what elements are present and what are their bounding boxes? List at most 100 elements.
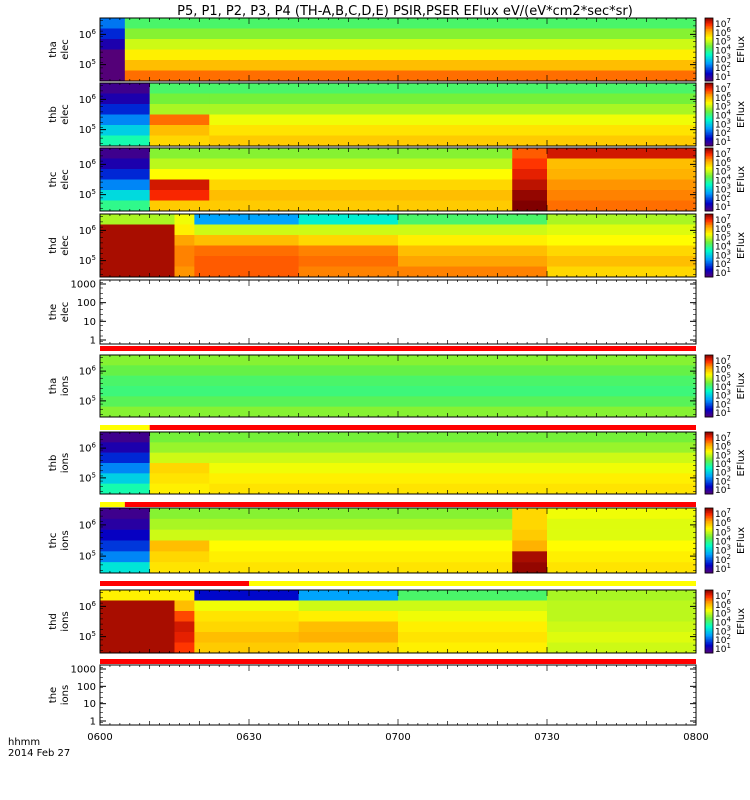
colorbar-cell: [705, 646, 713, 649]
colorbar-cell: [705, 163, 713, 166]
cell-thd-elec-b5-r3: [547, 245, 697, 257]
colorbar-cell: [705, 638, 713, 641]
cell-tha-elec-b1-r4: [124, 60, 697, 71]
status-segment: [100, 581, 249, 586]
colorbar-cell: [705, 192, 713, 195]
cell-thb-ions-b2-r0: [209, 432, 697, 443]
cell-tha-elec-b0-r4: [100, 60, 126, 71]
colorbar-cell: [705, 472, 713, 475]
cell-thd-elec-b1-r0: [174, 214, 195, 225]
cell-thc-ions-b2-r3: [209, 540, 513, 552]
colorbar-cell: [705, 112, 713, 115]
cell-thd-ions-b1-r0: [174, 590, 195, 601]
cell-thc-elec-b0-r1: [100, 158, 150, 170]
colorbar-cell: [705, 261, 713, 264]
cell-thb-elec-b1-r2: [149, 104, 210, 115]
colorbar-cell: [705, 33, 713, 36]
status-segment: [100, 502, 125, 507]
colorbar-cell: [705, 84, 713, 87]
colorbar-cell: [705, 597, 713, 600]
colorbar-cell: [705, 68, 713, 71]
cell-thc-elec-b1-r3: [149, 179, 210, 191]
colorbar-tick-label: 103: [715, 624, 731, 637]
colorbar-cell: [705, 459, 713, 462]
cell-thd-ions-b3-r2: [298, 611, 399, 622]
cell-thb-ions-b1-r3: [149, 463, 210, 474]
colorbar-cell: [705, 174, 713, 177]
colorbar-tick-label: 106: [715, 156, 731, 169]
cell-thd-elec-b3-r4: [298, 256, 399, 267]
colorbar-cell: [705, 547, 713, 550]
cell-thb-ions-b0-r1: [100, 442, 150, 453]
y-tick-label: 10: [83, 699, 96, 710]
colorbar-tick-label: 101: [715, 135, 731, 148]
colorbar-cell: [705, 144, 713, 147]
cell-thc-ions-b2-r5: [209, 562, 513, 574]
colorbar-cell: [705, 134, 713, 137]
y-tick-label: 105: [79, 58, 96, 71]
colorbar-cell: [705, 18, 713, 20]
colorbar-cell: [705, 117, 713, 120]
cell-thb-ions-b2-r4: [209, 473, 697, 484]
colorbar-cell: [705, 225, 713, 227]
colorbar-cell: [705, 375, 713, 378]
cell-thb-elec-b0-r0: [100, 83, 150, 94]
colorbar-cell: [705, 27, 713, 30]
colorbar-cell: [705, 120, 713, 123]
y-tick-label: 105: [79, 550, 96, 563]
y-tick-label: 1000: [71, 665, 96, 676]
colorbar-tick-label: 101: [715, 483, 731, 496]
colorbar-cell: [705, 92, 713, 95]
cell-thd-elec-b4-r0: [398, 214, 548, 225]
cell-thb-ions-b1-r4: [149, 473, 210, 484]
cell-thb-ions-b2-r1: [209, 442, 697, 453]
cell-thb-ions-b1-r5: [149, 483, 210, 495]
cell-thc-elec-b4-r1: [547, 158, 697, 170]
cell-thc-elec-b0-r3: [100, 179, 150, 191]
colorbar-cell: [705, 382, 713, 385]
panel-label-tha-ions: thaions: [48, 376, 71, 396]
colorbar-tick-label: 104: [715, 44, 731, 57]
colorbar-cell: [705, 171, 713, 174]
cell-thb-elec-b0-r5: [100, 135, 150, 147]
cell-thc-elec-b2-r1: [209, 158, 513, 170]
colorbar-cell: [705, 138, 713, 141]
colorbar-cell: [705, 367, 713, 370]
date-label: 2014 Feb 27: [8, 748, 70, 759]
cell-thc-elec-b3-r5: [512, 200, 548, 212]
cell-thb-ions-b0-r3: [100, 463, 150, 474]
cell-thd-elec-b1-r3: [174, 245, 195, 257]
cell-thd-ions-b0-r4: [100, 632, 175, 643]
status-bar-1: [100, 425, 696, 430]
cell-thd-elec-b1-r5: [174, 266, 195, 278]
colorbar-cell: [705, 148, 713, 150]
panel-label-thb-elec: thbelec: [48, 104, 71, 125]
cell-thd-elec-b2-r2: [194, 235, 299, 246]
colorbar-cell: [705, 607, 713, 610]
colorbar-cell: [705, 269, 713, 272]
colorbar-cell: [705, 221, 713, 224]
colorbar-tick-label: 106: [715, 26, 731, 39]
colorbar-cell: [705, 599, 713, 602]
colorbar-cell: [705, 467, 713, 470]
colorbar-cell: [705, 362, 713, 365]
cell-tha-elec-b0-r2: [100, 39, 126, 50]
colorbar-cell: [705, 190, 713, 193]
colorbar-cell: [705, 83, 713, 85]
colorbar-cell: [705, 185, 713, 188]
colorbar-cell: [705, 641, 713, 644]
colorbar-cell: [705, 561, 713, 564]
colorbar-cell: [705, 201, 713, 204]
colorbar-cell: [705, 38, 713, 41]
colorbar-cell: [705, 43, 713, 46]
colorbar-cell: [705, 514, 713, 517]
cell-thd-ions-b0-r2: [100, 611, 175, 622]
colorbar-tick-label: 104: [715, 240, 731, 253]
cell-thc-ions-b0-r5: [100, 562, 150, 574]
colorbar-cell: [705, 245, 713, 248]
cell-thd-elec-b4-r3: [398, 245, 548, 257]
colorbar-tick-label: 105: [715, 448, 731, 461]
